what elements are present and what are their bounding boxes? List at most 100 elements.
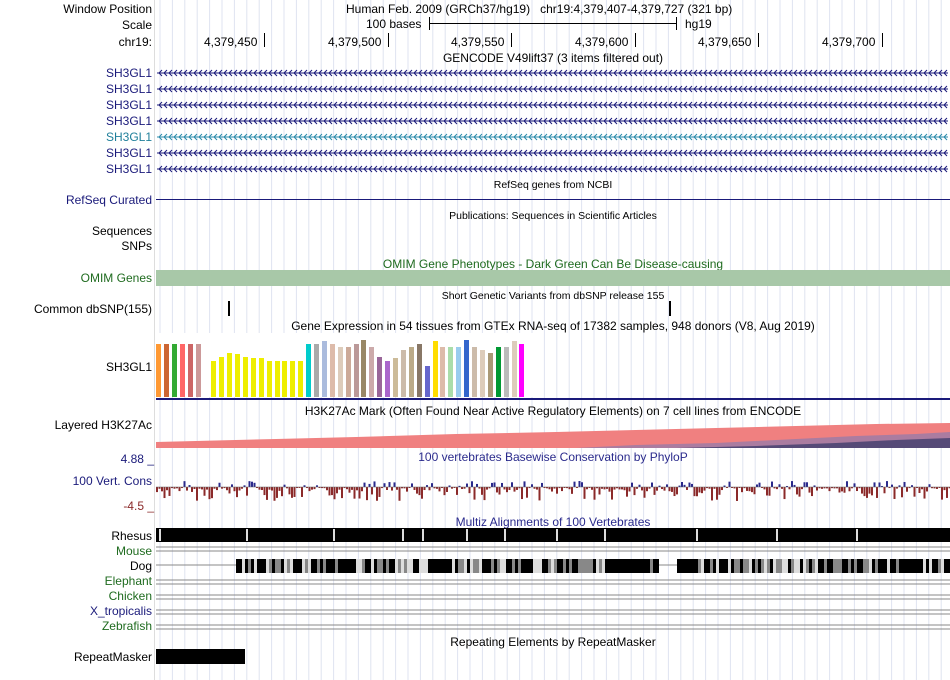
strand-arrow-icon	[498, 165, 503, 173]
gtex-tissue-bar[interactable]	[416, 344, 422, 397]
gtex-tissue-bar[interactable]	[424, 366, 430, 397]
gencode-gene-label[interactable]: SH3GL1	[105, 162, 152, 176]
gtex-tissue-bar[interactable]	[408, 347, 414, 397]
gtex-tissue-bar[interactable]	[314, 344, 319, 397]
gtex-tissue-bar[interactable]	[290, 361, 296, 397]
dog-alignment-block	[434, 559, 437, 573]
gtex-tissue-bar[interactable]	[258, 358, 264, 397]
gencode-gene-label[interactable]: SH3GL1	[105, 114, 152, 128]
strand-arrow-icon	[248, 133, 253, 141]
gencode-gene-label[interactable]: SH3GL1	[105, 82, 152, 96]
gtex-tissue-bar[interactable]	[337, 347, 343, 397]
gtex-tissue-bar[interactable]	[472, 347, 477, 397]
repeatmasker-track-label[interactable]: RepeatMasker	[73, 650, 152, 664]
gencode-transcript[interactable]	[157, 132, 949, 142]
gtex-tissue-bar[interactable]	[266, 361, 272, 397]
dbsnp-track-label[interactable]: Common dbSNP(155)	[33, 302, 152, 316]
snp-variant-mark[interactable]	[228, 301, 230, 316]
gencode-gene-label[interactable]: SH3GL1	[105, 98, 152, 112]
snp-variant-mark[interactable]	[669, 301, 671, 316]
gtex-tissue-bar[interactable]	[235, 354, 240, 397]
gencode-transcript[interactable]	[157, 84, 949, 94]
gtex-tissue-bar[interactable]	[353, 344, 359, 397]
multiz-species-label-mouse[interactable]: Mouse	[115, 544, 152, 558]
position-tick	[882, 33, 883, 47]
gtex-tissue-bar[interactable]	[187, 344, 193, 397]
gencode-transcript[interactable]	[157, 68, 949, 78]
gtex-tissue-bar[interactable]	[369, 347, 375, 397]
gencode-transcript[interactable]	[157, 100, 949, 110]
publications-track-label[interactable]: Sequences	[91, 224, 152, 238]
gtex-track-label[interactable]: SH3GL1	[105, 360, 152, 374]
gtex-tissue-bar[interactable]	[377, 357, 383, 397]
phylop-score-bar	[583, 487, 586, 499]
gtex-tissue-bar[interactable]	[345, 347, 351, 397]
gencode-transcript[interactable]	[157, 164, 949, 174]
strand-arrow-icon	[858, 133, 863, 141]
gtex-tissue-bar[interactable]	[156, 344, 161, 397]
phylop-conservation-plot[interactable]	[156, 464, 950, 514]
h3k27ac-track-label[interactable]: Layered H3K27Ac	[54, 418, 152, 432]
multiz-species-label-zebrafish[interactable]: Zebrafish	[101, 619, 152, 633]
gtex-tissue-bar[interactable]	[298, 361, 304, 397]
gtex-tissue-bar[interactable]	[385, 361, 391, 397]
gtex-tissue-bar[interactable]	[393, 358, 398, 397]
gtex-tissue-bar[interactable]	[495, 347, 501, 397]
gtex-tissue-bar[interactable]	[219, 357, 225, 397]
gtex-tissue-bar[interactable]	[456, 347, 462, 397]
multiz-species-label-elephant[interactable]: Elephant	[104, 574, 152, 588]
omim-track-label[interactable]: OMIM Genes	[80, 271, 152, 285]
repeatmasker-element[interactable]	[156, 649, 245, 664]
gtex-tissue-bar[interactable]	[361, 340, 367, 397]
strand-arrow-icon	[633, 101, 638, 109]
strand-arrow-icon	[213, 85, 218, 93]
gtex-tissue-bar[interactable]	[163, 344, 169, 397]
gencode-gene-label[interactable]: SH3GL1	[105, 66, 152, 80]
gtex-tissue-bar[interactable]	[503, 347, 509, 397]
refseq-track-label[interactable]: RefSeq Curated	[65, 193, 152, 207]
strand-arrow-icon	[368, 85, 373, 93]
gtex-tissue-bar[interactable]	[195, 344, 201, 397]
phylop-track-label[interactable]: 100 Vert. Cons	[72, 474, 152, 488]
gtex-tissue-bar[interactable]	[242, 357, 248, 397]
gtex-tissue-bar[interactable]	[179, 344, 185, 397]
gtex-tissue-bar[interactable]	[448, 347, 454, 397]
gtex-tissue-bar[interactable]	[171, 344, 177, 397]
multiz-alignment-blocks[interactable]	[156, 528, 950, 638]
strand-arrow-icon	[908, 85, 913, 93]
gencode-gene-label[interactable]: SH3GL1	[105, 130, 152, 144]
gtex-tissue-bar[interactable]	[432, 341, 438, 397]
gtex-tissue-bar[interactable]	[227, 353, 233, 397]
gencode-transcript[interactable]	[157, 148, 949, 158]
window-position-value: Human Feb. 2009 (GRCh37/hg19) chr19:4,37…	[346, 2, 733, 16]
gencode-gene-label[interactable]: SH3GL1	[105, 146, 152, 160]
gtex-tissue-bar[interactable]	[400, 350, 406, 397]
multiz-species-label-xtropicalis[interactable]: X_tropicalis	[89, 604, 152, 618]
gtex-tissue-bar[interactable]	[282, 361, 288, 397]
gtex-tissue-bar[interactable]	[511, 341, 517, 397]
gtex-tissue-bar[interactable]	[479, 350, 485, 397]
gtex-tissue-bar[interactable]	[211, 361, 217, 397]
multiz-species-label-chicken[interactable]: Chicken	[108, 589, 152, 603]
gtex-tissue-bar[interactable]	[440, 347, 446, 397]
gtex-tissue-bar[interactable]	[306, 344, 312, 397]
phylop-score-bar	[441, 487, 443, 489]
gtex-tissue-bar[interactable]	[250, 358, 256, 397]
refseq-gene-line[interactable]	[156, 199, 950, 200]
h3k27ac-signal[interactable]	[156, 418, 950, 448]
gtex-tissue-bar[interactable]	[519, 344, 525, 397]
multiz-species-label-dog[interactable]: Dog	[129, 559, 152, 573]
gtex-tissue-bar[interactable]	[464, 340, 470, 397]
strand-arrow-icon	[813, 85, 818, 93]
gtex-bar-chart[interactable]	[156, 333, 536, 397]
omim-gene-bar[interactable]	[156, 270, 950, 286]
gencode-transcript[interactable]	[157, 116, 949, 126]
gtex-tissue-bar[interactable]	[321, 341, 327, 397]
gtex-tissue-bar[interactable]	[274, 361, 280, 397]
multiz-species-label-rhesus[interactable]: Rhesus	[111, 529, 152, 543]
gtex-tissue-bar[interactable]	[487, 353, 493, 397]
snps-track-label[interactable]: SNPs	[121, 239, 152, 253]
strand-arrow-icon	[378, 149, 383, 157]
gtex-tissue-bar[interactable]	[329, 344, 335, 397]
